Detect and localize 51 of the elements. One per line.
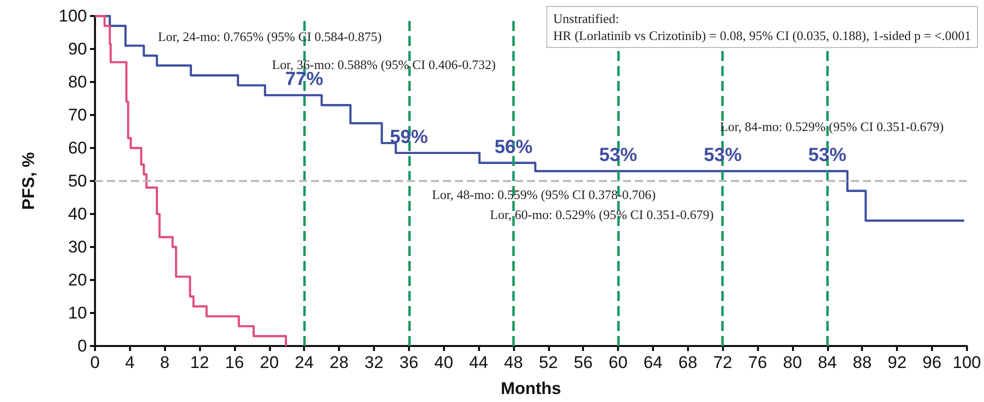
x-tick-label: 72 xyxy=(713,353,732,372)
x-axis-title: Months xyxy=(500,379,562,398)
y-tick-label: 10 xyxy=(68,304,87,322)
annotation: 56% xyxy=(494,136,533,158)
annotation: Lor, 24-mo: 0.765% (95% CI 0.584-0.875) xyxy=(158,29,382,44)
x-tick-label: 8 xyxy=(160,353,170,372)
y-tick-label: 20 xyxy=(68,270,87,290)
y-tick-label: 0 xyxy=(78,336,87,356)
annotation: 59% xyxy=(390,126,428,148)
x-tick-label: 96 xyxy=(922,353,942,372)
annotation: 53% xyxy=(599,145,638,166)
x-tick-label: 44 xyxy=(469,353,488,372)
annotation: 53% xyxy=(808,145,846,166)
annotation: Unstratified: HR (Lorlatinib vs Crizotinib) = 0.08, 95% CI (0.035, 0.188), 1-sided p = <.0001 xyxy=(553,11,971,43)
x-tick-label: 40 xyxy=(434,353,454,372)
annotation: Lor, 60-mo: 0.529% (95% CI 0.351-0.679) xyxy=(490,207,714,222)
y-tick-label: 60 xyxy=(68,138,87,158)
x-tick-label: 100 xyxy=(952,353,982,372)
x-tick-label: 60 xyxy=(608,353,628,372)
y-tick-label: 40 xyxy=(68,204,87,224)
x-tick-label: 52 xyxy=(538,353,558,372)
x-tick-label: 56 xyxy=(574,353,593,372)
x-tick-label: 28 xyxy=(330,353,349,372)
y-axis-title: PFS, % xyxy=(19,152,38,210)
x-tick-label: 88 xyxy=(852,353,872,372)
x-tick-label: 68 xyxy=(678,353,698,372)
x-tick-label: 36 xyxy=(399,353,418,372)
annotation: Lor, 84-mo: 0.529% (95% CI 0.351-0.679) xyxy=(720,119,944,134)
x-tick-label: 12 xyxy=(190,353,210,372)
annotation: Lor, 48-mo: 0.559% (95% CI 0.378-0.706) xyxy=(432,187,656,202)
y-tick-label: 70 xyxy=(68,106,87,124)
x-tick-label: 4 xyxy=(125,353,135,372)
x-tick-label: 80 xyxy=(782,353,802,372)
x-tick-label: 20 xyxy=(260,353,279,372)
y-tick-label: 100 xyxy=(58,6,87,26)
x-tick-label: 32 xyxy=(364,353,384,372)
annotation: 77% xyxy=(285,69,324,90)
x-tick-label: 64 xyxy=(644,353,662,372)
y-tick-label: 50 xyxy=(68,172,87,190)
y-tick-label: 30 xyxy=(68,238,87,256)
x-tick-label: 84 xyxy=(818,353,837,372)
x-tick-label: 24 xyxy=(294,353,314,372)
y-tick-label: 90 xyxy=(68,40,87,58)
x-tick-label: 16 xyxy=(225,353,244,372)
x-tick-label: 48 xyxy=(504,353,523,372)
x-tick-label: 76 xyxy=(748,353,768,372)
annotation: Lor, 36-mo: 0.588% (95% CI 0.406-0.732) xyxy=(272,57,496,72)
annotation: 53% xyxy=(704,145,742,166)
x-tick-label: 0 xyxy=(90,353,100,372)
y-tick-label: 80 xyxy=(68,72,87,92)
x-tick-label: 92 xyxy=(888,353,907,372)
